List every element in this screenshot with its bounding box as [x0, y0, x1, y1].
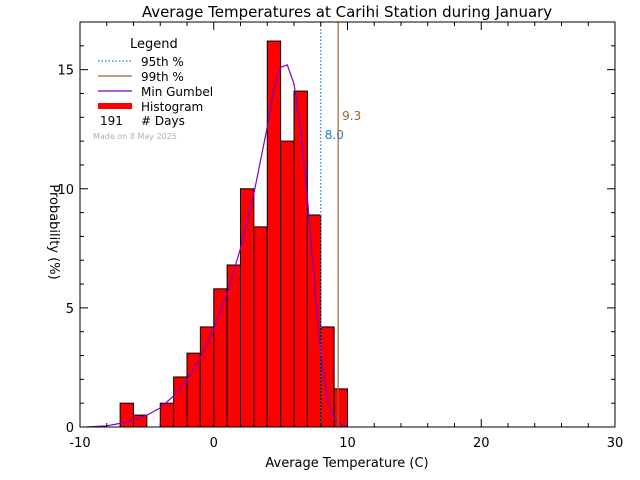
- y-tick-label: 5: [66, 302, 74, 317]
- legend: Legend 95th % 99th % Min Gumbel Histogra…: [93, 37, 213, 141]
- histogram-bar: [186, 352, 201, 428]
- x-tick-label: 20: [473, 436, 490, 451]
- legend-label-gumbel: Min Gumbel: [141, 85, 213, 99]
- legend-title: Legend: [130, 37, 178, 52]
- x-axis-label: Average Temperature (C): [265, 456, 428, 471]
- histogram-bar: [173, 376, 188, 428]
- gumbel-curve-layer: [86, 64, 348, 428]
- y-axis-ticks: 0 5 10 15: [57, 45, 615, 436]
- percentile-label: 8.0: [325, 128, 344, 142]
- x-axis-ticks: -10 0 10 20 30: [69, 22, 623, 451]
- gumbel-curve: [86, 64, 348, 428]
- histogram-bar: [266, 40, 282, 428]
- y-tick-label: 15: [57, 64, 74, 79]
- y-tick-label: 10: [57, 183, 74, 198]
- legend-label-95th: 95th %: [141, 55, 184, 69]
- made-on-note: Made on 8 May 2025: [93, 132, 177, 141]
- legend-label-99th: 99th %: [141, 70, 184, 84]
- x-tick-label: 30: [607, 436, 624, 451]
- histogram-bar: [280, 140, 295, 428]
- x-tick-label: 0: [210, 436, 218, 451]
- legend-days-label: # Days: [141, 114, 185, 128]
- histogram-bar: [199, 326, 215, 428]
- legend-label-histogram: Histogram: [141, 100, 203, 114]
- histogram-bars: [119, 40, 348, 428]
- x-tick-label: -10: [69, 436, 90, 451]
- chart-title: Average Temperatures at Carihi Station d…: [142, 3, 552, 21]
- histogram-bar: [293, 90, 308, 428]
- legend-days-count: 191: [100, 114, 123, 128]
- histogram-bar: [253, 226, 268, 428]
- histogram-bar: [306, 214, 322, 428]
- percentile-label: 9.3: [342, 109, 361, 123]
- y-tick-label: 0: [66, 421, 74, 436]
- percentile-lines: 8.09.3: [320, 22, 361, 427]
- y-axis-label: Probability (%): [46, 184, 61, 279]
- histogram-bar: [240, 188, 255, 428]
- x-tick-label: 10: [339, 436, 356, 451]
- histogram-bar: [226, 264, 241, 428]
- histogram-bar: [213, 288, 228, 428]
